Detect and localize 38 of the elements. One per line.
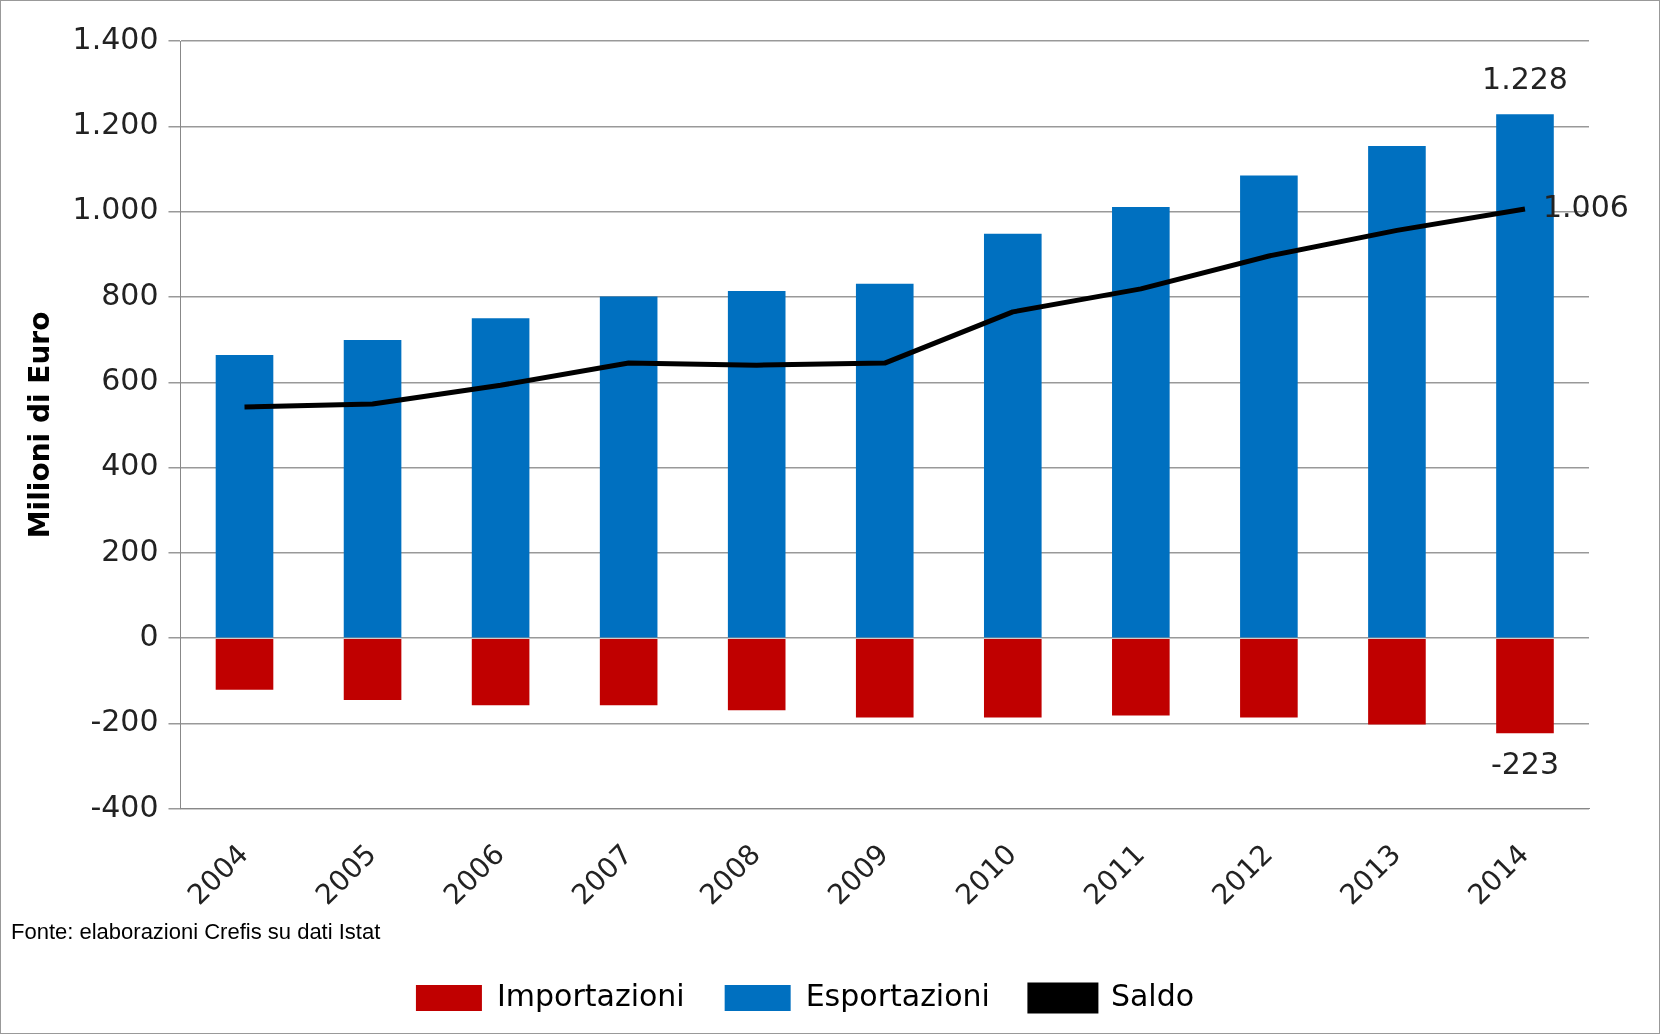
- y-axis-title: Milioni di Euro: [23, 311, 57, 539]
- y-tick-label: 1.000: [72, 191, 159, 227]
- bar: [215, 354, 274, 638]
- bar: [1368, 145, 1426, 638]
- bar: [215, 638, 274, 690]
- y-tick-label: 1.200: [72, 106, 159, 142]
- data-label: -223: [1490, 746, 1560, 782]
- bar: [1496, 638, 1554, 734]
- legend-label: Esportazioni: [805, 977, 990, 1013]
- y-tick-label: -400: [90, 788, 159, 824]
- bar: [343, 340, 402, 638]
- bar: [1368, 638, 1426, 725]
- bar: [1112, 638, 1170, 716]
- bar: [727, 638, 786, 711]
- y-tick-label: 400: [101, 447, 159, 483]
- bar: [599, 296, 658, 638]
- legend-label: Importazioni: [496, 977, 685, 1013]
- y-tick-label: 600: [101, 362, 159, 398]
- bar: [855, 638, 914, 718]
- bar: [1240, 175, 1298, 638]
- bar: [599, 638, 658, 706]
- bar: [1112, 206, 1170, 638]
- bar: [1240, 638, 1298, 718]
- y-tick-label: -200: [90, 703, 159, 739]
- bar: [983, 233, 1042, 638]
- y-tick-label: 1.400: [72, 20, 159, 56]
- bar: [727, 290, 786, 638]
- bar: [343, 638, 402, 701]
- bar: [855, 283, 914, 638]
- y-tick-label: 800: [101, 276, 159, 312]
- source-note: Fonte: elaborazioni Crefis su dati Istat: [11, 919, 381, 945]
- y-tick-label: 200: [101, 532, 159, 568]
- bar: [983, 638, 1042, 718]
- bar: [471, 638, 530, 706]
- y-tick-label: 0: [139, 618, 159, 654]
- legend-label: Saldo: [1110, 977, 1195, 1013]
- data-label: 1.228: [1482, 61, 1568, 97]
- bar: [471, 318, 530, 638]
